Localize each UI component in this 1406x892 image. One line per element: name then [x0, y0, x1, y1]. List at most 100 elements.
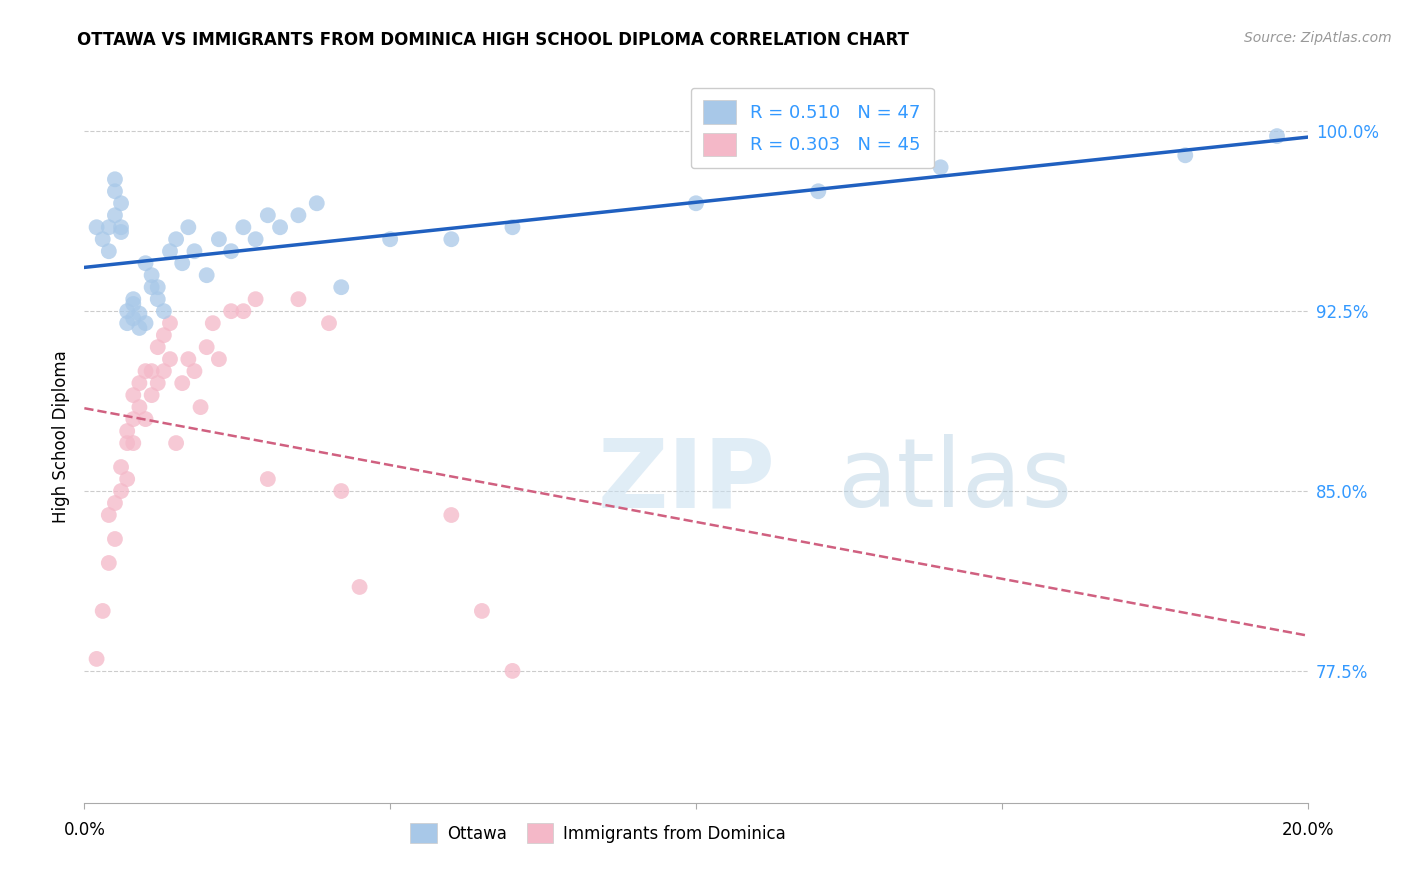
Point	[141, 268, 163, 283]
Point	[305, 196, 328, 211]
Point	[110, 196, 132, 211]
Point	[208, 352, 231, 367]
Point	[380, 232, 402, 246]
Point	[115, 472, 138, 486]
Point	[232, 304, 254, 318]
Point	[97, 508, 120, 522]
Text: 20.0%: 20.0%	[1281, 821, 1334, 839]
Point	[165, 436, 187, 450]
Text: Source: ZipAtlas.com: Source: ZipAtlas.com	[1244, 31, 1392, 45]
Point	[146, 280, 169, 294]
Point	[807, 184, 830, 198]
Point	[929, 161, 952, 175]
Point	[115, 424, 138, 438]
Point	[97, 244, 120, 259]
Point	[135, 256, 157, 270]
Point	[104, 496, 127, 510]
Point	[183, 244, 205, 259]
Point	[330, 483, 353, 498]
Text: OTTAWA VS IMMIGRANTS FROM DOMINICA HIGH SCHOOL DIPLOMA CORRELATION CHART: OTTAWA VS IMMIGRANTS FROM DOMINICA HIGH …	[77, 31, 910, 49]
Point	[153, 304, 176, 318]
Point	[219, 304, 242, 318]
Point	[165, 232, 187, 246]
Point	[110, 460, 132, 475]
Point	[110, 225, 132, 239]
Text: ZIP: ZIP	[598, 434, 776, 527]
Y-axis label: High School Diploma: High School Diploma	[52, 351, 70, 524]
Point	[104, 184, 127, 198]
Point	[104, 208, 127, 222]
Point	[97, 556, 120, 570]
Point	[201, 316, 224, 330]
Point	[153, 328, 176, 343]
Point	[1174, 148, 1197, 162]
Point	[135, 316, 157, 330]
Point	[135, 364, 157, 378]
Text: atlas: atlas	[837, 434, 1071, 527]
Point	[440, 508, 463, 522]
Point	[122, 311, 145, 326]
Point	[110, 483, 132, 498]
Point	[245, 232, 267, 246]
Point	[159, 352, 181, 367]
Point	[269, 220, 291, 235]
Point	[190, 400, 212, 414]
Point	[115, 304, 138, 318]
Legend: Ottawa, Immigrants from Dominica: Ottawa, Immigrants from Dominica	[404, 817, 793, 849]
Point	[159, 316, 181, 330]
Point	[86, 652, 108, 666]
Point	[183, 364, 205, 378]
Point	[91, 232, 114, 246]
Point	[318, 316, 340, 330]
Point	[330, 280, 353, 294]
Text: 0.0%: 0.0%	[63, 821, 105, 839]
Point	[1265, 129, 1288, 144]
Point	[502, 220, 524, 235]
Point	[122, 292, 145, 306]
Point	[128, 400, 150, 414]
Point	[232, 220, 254, 235]
Point	[128, 321, 150, 335]
Point	[115, 316, 138, 330]
Point	[219, 244, 242, 259]
Point	[287, 208, 309, 222]
Point	[122, 388, 145, 402]
Point	[153, 364, 176, 378]
Point	[128, 307, 150, 321]
Point	[104, 532, 127, 546]
Point	[177, 220, 200, 235]
Point	[502, 664, 524, 678]
Point	[172, 376, 194, 391]
Point	[471, 604, 494, 618]
Point	[146, 292, 169, 306]
Point	[159, 244, 181, 259]
Point	[287, 292, 309, 306]
Point	[97, 220, 120, 235]
Point	[146, 376, 169, 391]
Point	[177, 352, 200, 367]
Point	[141, 388, 163, 402]
Point	[91, 604, 114, 618]
Point	[104, 172, 127, 186]
Point	[110, 220, 132, 235]
Point	[172, 256, 194, 270]
Point	[208, 232, 231, 246]
Point	[195, 340, 218, 354]
Point	[257, 472, 280, 486]
Point	[122, 297, 145, 311]
Point	[257, 208, 280, 222]
Point	[122, 436, 145, 450]
Point	[115, 436, 138, 450]
Point	[245, 292, 267, 306]
Point	[146, 340, 169, 354]
Point	[349, 580, 371, 594]
Point	[128, 376, 150, 391]
Point	[195, 268, 218, 283]
Point	[685, 196, 707, 211]
Point	[86, 220, 108, 235]
Point	[141, 280, 163, 294]
Point	[122, 412, 145, 426]
Point	[440, 232, 463, 246]
Point	[141, 364, 163, 378]
Point	[135, 412, 157, 426]
